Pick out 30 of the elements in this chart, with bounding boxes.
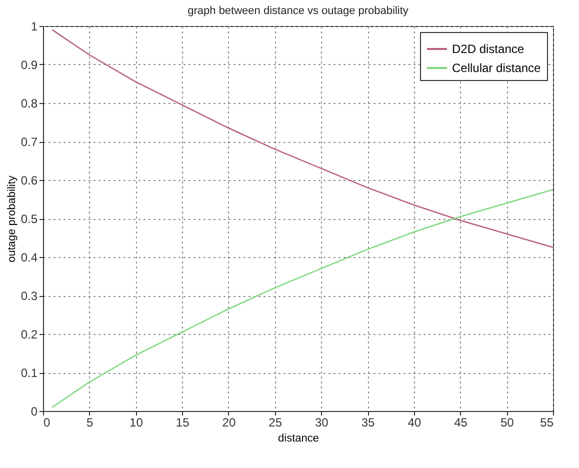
- y-tick-label: 0.8: [20, 96, 38, 110]
- x-tick-label: 55: [540, 416, 554, 430]
- chart-title: graph between distance vs outage probability: [188, 5, 409, 17]
- y-tick-label: 0.9: [20, 58, 38, 72]
- x-tick-label: 0: [44, 416, 50, 430]
- x-tick-label: 30: [315, 416, 329, 430]
- x-tick-label: 40: [408, 416, 422, 430]
- y-tick-label: 0.2: [20, 328, 38, 342]
- x-tick-label: 15: [176, 416, 190, 430]
- x-tick-label: 45: [454, 416, 468, 430]
- y-axis-title: outage probability: [6, 175, 18, 262]
- y-tick-label: 0: [30, 404, 38, 418]
- x-tick-label: 5: [86, 416, 94, 430]
- x-tick-label: 35: [361, 416, 376, 430]
- y-tick-label: 1: [30, 20, 38, 34]
- x-tick-label: 25: [268, 416, 282, 430]
- x-tick-label: 50: [500, 416, 514, 430]
- y-tick-label: 0.1: [20, 366, 38, 380]
- line-series: [52, 29, 554, 248]
- y-tick-label: 0.7: [20, 135, 38, 149]
- x-axis-title: distance: [278, 432, 319, 444]
- y-tick-label: 0.3: [20, 289, 38, 303]
- x-tick-label: 20: [222, 416, 236, 430]
- legend-label: Cellular distance: [452, 61, 542, 75]
- legend-label: D2D distance: [452, 42, 524, 56]
- y-tick-label: 0.6: [20, 174, 38, 188]
- y-tick-label: 0.5: [20, 212, 38, 226]
- y-tick-label: 0.4: [20, 250, 38, 264]
- line-series: [52, 188, 554, 408]
- x-tick-label: 10: [130, 416, 144, 430]
